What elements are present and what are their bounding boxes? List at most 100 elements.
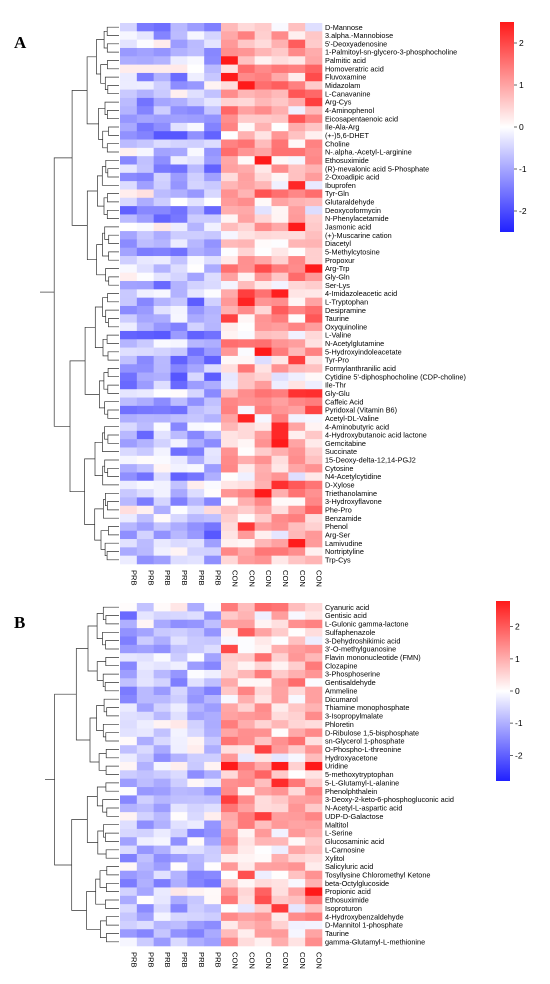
- heatmap-cell: [170, 603, 188, 612]
- dendrogram-branch: [107, 293, 119, 303]
- heatmap-cell: [221, 23, 239, 32]
- heatmap-cell: [204, 853, 222, 863]
- heatmap-cell: [305, 904, 323, 913]
- row-label: 3-Deoxy-2-keto-6-phosphogluconic acid: [325, 795, 454, 804]
- heatmap-cell: [288, 372, 306, 382]
- heatmap-cell: [187, 339, 205, 348]
- dendrogram-branch: [89, 717, 100, 763]
- heatmap-cell: [271, 414, 289, 423]
- column-label: PRB: [146, 952, 155, 968]
- heatmap-cell: [254, 514, 272, 523]
- heatmap-cell: [170, 837, 188, 846]
- heatmap-cell: [288, 214, 306, 224]
- heatmap-cell: [136, 522, 154, 531]
- heatmap-cell: [305, 364, 323, 373]
- heatmap-cell: [305, 480, 323, 490]
- heatmap-cell: [153, 256, 171, 265]
- heatmap-cell: [153, 239, 171, 249]
- heatmap-cell: [271, 611, 289, 621]
- heatmap-cell: [254, 281, 272, 290]
- heatmap-cell: [254, 480, 272, 490]
- heatmap-cell: [237, 330, 255, 340]
- heatmap-cell: [170, 281, 188, 290]
- heatmap-cell: [153, 172, 171, 182]
- heatmap-cell: [153, 619, 171, 629]
- heatmap-cell: [305, 547, 323, 556]
- row-label: Cytosine: [325, 464, 353, 473]
- heatmap-cell: [237, 480, 255, 490]
- heatmap-cell: [153, 322, 171, 332]
- heatmap-cell: [204, 97, 222, 107]
- heatmap-cell: [271, 122, 289, 132]
- panel-letter: A: [14, 33, 27, 52]
- heatmap-cell: [170, 770, 188, 779]
- heatmap-cell: [170, 139, 188, 149]
- dendrogram-branch: [84, 326, 100, 395]
- heatmap-cell: [305, 464, 323, 473]
- heatmap-cell: [254, 695, 272, 704]
- heatmap-cell: [288, 628, 306, 637]
- heatmap-cell: [187, 728, 205, 738]
- heatmap-cell: [288, 530, 306, 540]
- heatmap-cell: [305, 181, 323, 190]
- dendrogram-branch: [105, 782, 119, 792]
- heatmap-cell: [187, 47, 205, 57]
- heatmap-cell: [120, 778, 138, 788]
- heatmap-cell: [254, 644, 272, 654]
- heatmap-cell: [170, 879, 188, 888]
- heatmap-cell: [153, 728, 171, 738]
- heatmap-cell: [254, 611, 272, 621]
- heatmap-cell: [221, 430, 239, 440]
- heatmap-cell: [204, 870, 222, 880]
- heatmap-cell: [271, 464, 289, 473]
- dendrogram-branch: [100, 530, 109, 550]
- color-scale-tick-label: -2: [519, 206, 527, 216]
- heatmap-cell: [221, 828, 239, 838]
- heatmap-cell: [120, 628, 138, 637]
- heatmap-cell: [271, 497, 289, 507]
- heatmap-cell: [254, 489, 272, 498]
- heatmap-cell: [170, 522, 188, 531]
- heatmap-cell: [221, 853, 239, 863]
- heatmap-cell: [237, 164, 255, 174]
- heatmap-cell: [237, 264, 255, 273]
- heatmap-cell: [288, 736, 306, 746]
- row-label: 5-Methylcytosine: [325, 247, 380, 256]
- heatmap-cell: [288, 644, 306, 654]
- heatmap-cell: [170, 937, 188, 947]
- heatmap-cell: [204, 879, 222, 888]
- heatmap-cell: [305, 887, 323, 897]
- heatmap-cell: [170, 289, 188, 298]
- heatmap-cell: [187, 281, 205, 290]
- row-label: Midazolam: [325, 81, 360, 90]
- heatmap-cell: [305, 330, 323, 340]
- heatmap-cell: [187, 695, 205, 704]
- heatmap-cell: [120, 736, 138, 746]
- heatmap-cell: [153, 539, 171, 548]
- heatmap-cell: [170, 904, 188, 913]
- heatmap-cell: [136, 803, 154, 813]
- heatmap-cell: [271, 787, 289, 796]
- heatmap-cell: [136, 787, 154, 796]
- dendrogram-branch: [107, 110, 119, 120]
- heatmap-cell: [187, 439, 205, 448]
- color-scale-bar: [496, 601, 510, 781]
- heatmap-cell: [254, 547, 272, 556]
- heatmap-cell: [153, 603, 171, 612]
- heatmap-cell: [204, 472, 222, 482]
- row-label: Phe-Pro: [325, 506, 352, 515]
- heatmap-cell: [254, 539, 272, 548]
- heatmap-cell: [254, 653, 272, 662]
- column-label: CON: [298, 570, 307, 587]
- dendrogram-branch: [94, 441, 103, 476]
- heatmap-cell: [120, 678, 138, 687]
- heatmap-cell: [221, 47, 239, 57]
- heatmap-cell: [305, 711, 323, 721]
- color-scale-tick-label: 1: [515, 654, 520, 664]
- heatmap-cell: [120, 845, 138, 855]
- heatmap-cell: [288, 297, 306, 307]
- heatmap-cell: [204, 139, 222, 149]
- heatmap-cell: [305, 297, 323, 307]
- heatmap-cell: [271, 189, 289, 199]
- heatmap-cell: [170, 611, 188, 621]
